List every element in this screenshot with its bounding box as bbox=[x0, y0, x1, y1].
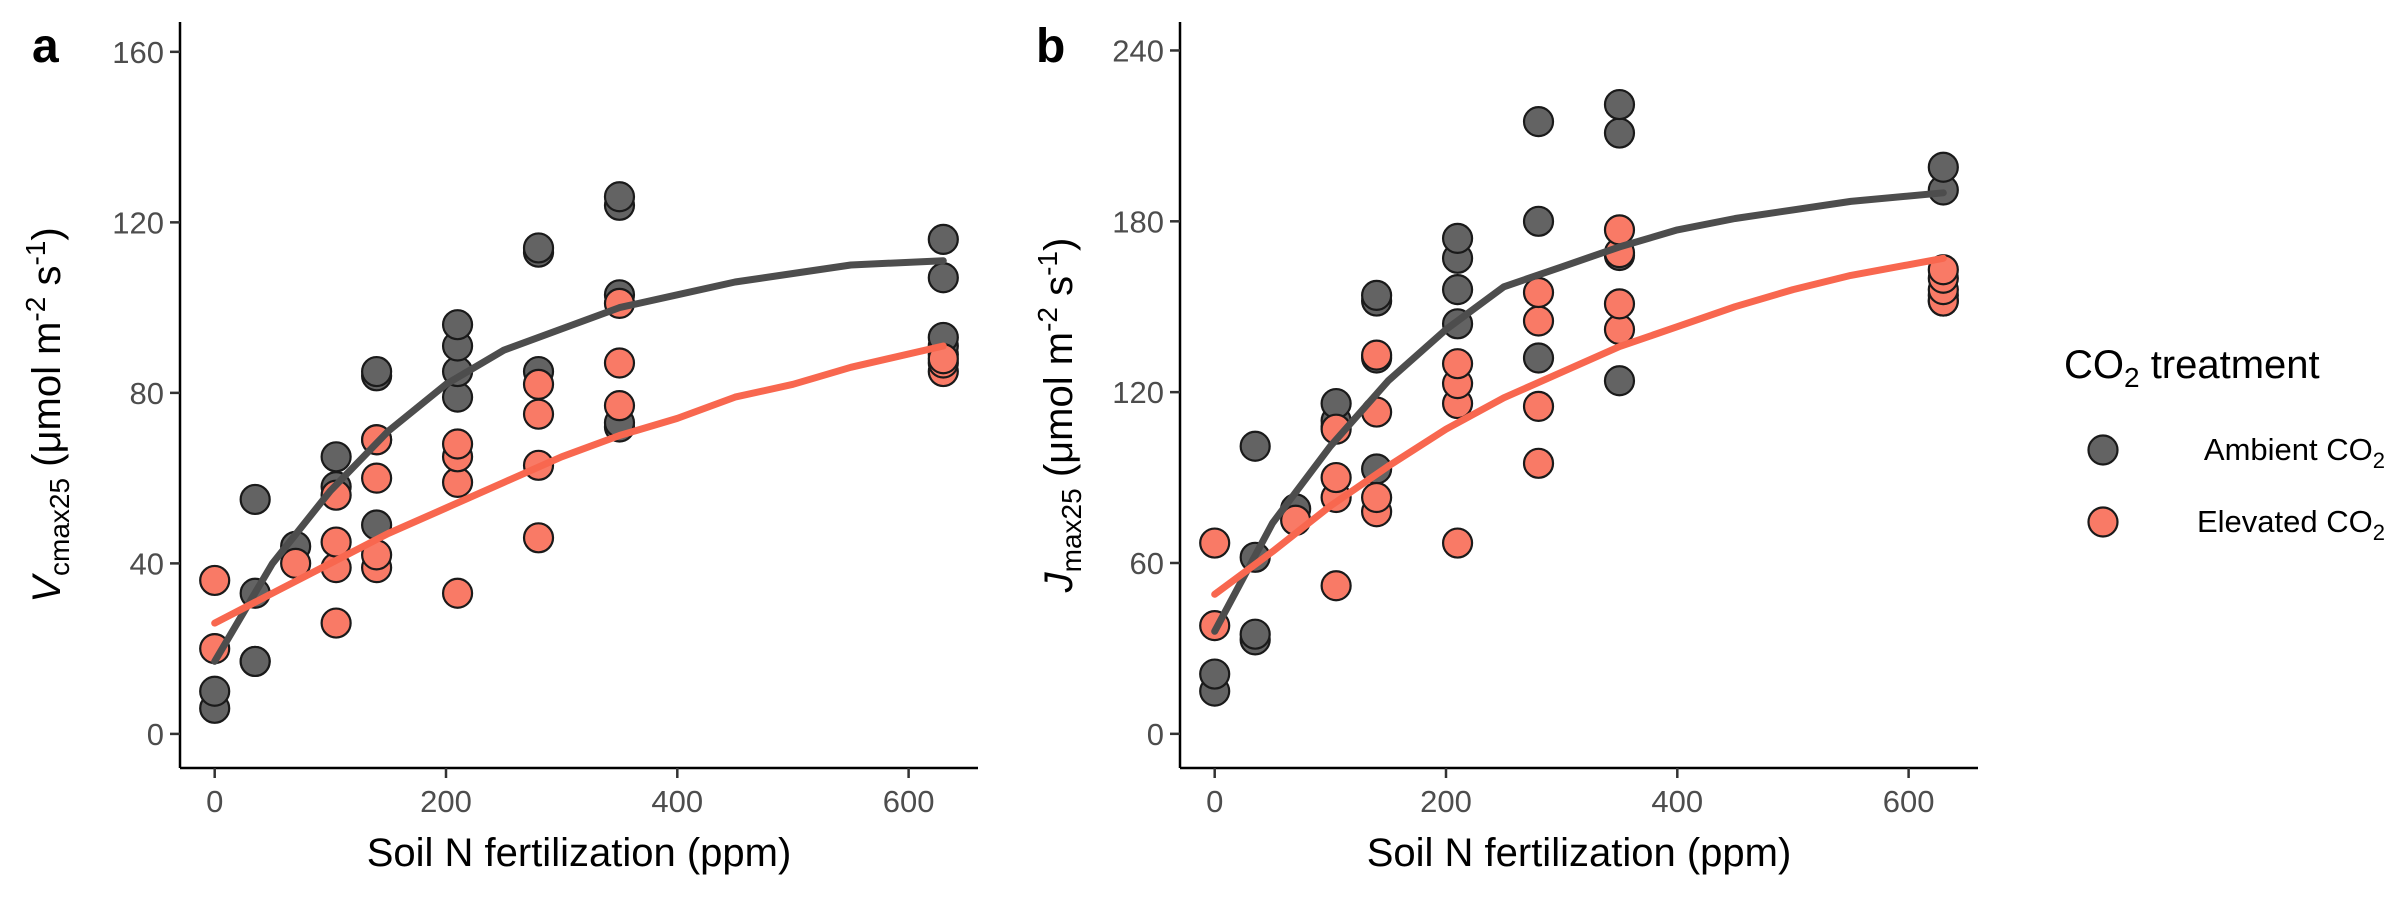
ambient-point bbox=[320, 441, 352, 473]
x-tick-label: 200 bbox=[420, 784, 472, 819]
legend: CO2 treatment Ambient CO2 Elevated CO2 bbox=[2064, 343, 2385, 545]
ambient-point bbox=[1603, 365, 1636, 397]
x-axis-title: Soil N fertilization (ppm) bbox=[1367, 831, 1792, 875]
elevated-fit-line bbox=[211, 342, 947, 627]
y-tick-label: 180 bbox=[1112, 204, 1164, 239]
elevated-point bbox=[1522, 276, 1555, 309]
x-tick-label: 600 bbox=[1883, 784, 1935, 819]
ambient-point bbox=[239, 645, 271, 678]
ambient-point bbox=[1603, 88, 1636, 121]
ambient-point bbox=[927, 223, 959, 256]
ambient-point bbox=[522, 232, 555, 264]
x-axis-title: Soil N fertilization (ppm) bbox=[367, 831, 792, 875]
elevated-point bbox=[522, 368, 555, 400]
elevated-fit-line bbox=[1211, 254, 1947, 598]
elevated-point bbox=[1441, 527, 1474, 559]
legend-key-ambient bbox=[2087, 434, 2119, 466]
ambient-point bbox=[1441, 274, 1474, 306]
ambient-point bbox=[1239, 618, 1271, 650]
y-tick-label: 240 bbox=[1112, 33, 1164, 68]
panel-label-a: a bbox=[32, 20, 59, 73]
y-tick-label: 120 bbox=[1112, 375, 1164, 410]
ambient-fit-line bbox=[1211, 189, 1947, 635]
panel-b: b 0 200 400 600 0 60 120 180 240 Soil N fertilizat… bbox=[1032, 20, 1978, 875]
ambient-point bbox=[1603, 117, 1636, 149]
elevated-point bbox=[361, 462, 393, 494]
ambient-point bbox=[1239, 430, 1271, 462]
x-tick-label: 200 bbox=[1420, 784, 1472, 819]
elevated-point bbox=[441, 428, 474, 460]
y-tick-label: 160 bbox=[112, 35, 164, 70]
ambient-point bbox=[361, 355, 393, 388]
elevated-point bbox=[1361, 339, 1393, 371]
x-tick-label: 0 bbox=[1206, 784, 1223, 819]
x-tick-label: 400 bbox=[651, 784, 703, 819]
elevated-point bbox=[603, 390, 636, 422]
ambient-point bbox=[1199, 658, 1231, 690]
ambient-fit-line bbox=[211, 257, 947, 665]
elevated-point bbox=[1522, 447, 1555, 479]
elevated-point bbox=[1199, 527, 1231, 559]
x-tick-label: 0 bbox=[206, 784, 223, 819]
elevated-point bbox=[522, 522, 555, 554]
panel-a: a 0 200 400 600 0 40 80 120 160 Soil N fertilizati… bbox=[20, 20, 978, 875]
elevated-point bbox=[1320, 461, 1352, 494]
ambient-point bbox=[1522, 205, 1555, 237]
elevated-point bbox=[522, 398, 555, 430]
elevated-point bbox=[1441, 348, 1474, 380]
y-tick-label: 0 bbox=[147, 717, 164, 752]
ambient-point bbox=[1927, 151, 1959, 183]
ambient-point bbox=[927, 262, 959, 294]
legend-title: CO2 treatment bbox=[2064, 343, 2320, 393]
elevated-point bbox=[320, 607, 352, 639]
panel-label-b: b bbox=[1036, 20, 1065, 73]
elevated-point bbox=[441, 577, 474, 609]
legend-key-elevated bbox=[2087, 506, 2119, 538]
x-tick-label: 400 bbox=[1651, 784, 1703, 819]
elevated-point bbox=[1361, 481, 1393, 514]
ambient-point bbox=[441, 309, 474, 341]
elevated-point bbox=[1522, 305, 1555, 337]
x-tick-label: 600 bbox=[883, 784, 935, 819]
elevated-point bbox=[603, 347, 636, 379]
elevated-point bbox=[1320, 570, 1352, 602]
y-tick-label: 40 bbox=[130, 546, 164, 581]
elevated-point bbox=[199, 564, 231, 597]
elevated-point bbox=[1603, 288, 1636, 320]
y-axis-title: Vcmax25 (μmol m-2 s-1) bbox=[20, 227, 75, 602]
y-tick-label: 120 bbox=[112, 205, 164, 240]
y-axis-title: Jmax25 (μmol m-2 s-1) bbox=[1032, 238, 1087, 594]
elevated-point bbox=[1603, 214, 1636, 246]
ambient-point bbox=[603, 181, 636, 213]
ambient-point bbox=[199, 675, 231, 707]
ambient-point bbox=[1522, 342, 1555, 374]
y-tick-label: 80 bbox=[130, 376, 164, 411]
ambient-point bbox=[239, 483, 271, 516]
legend-label-ambient: Ambient CO2 bbox=[2204, 432, 2385, 473]
y-tick-label: 0 bbox=[1147, 717, 1164, 752]
y-tick-label: 60 bbox=[1130, 546, 1164, 581]
ambient-point bbox=[1441, 222, 1474, 254]
legend-label-elevated: Elevated CO2 bbox=[2197, 504, 2385, 545]
ambient-point bbox=[1522, 106, 1555, 138]
elevated-point bbox=[1522, 390, 1555, 422]
ambient-point bbox=[1361, 279, 1393, 311]
